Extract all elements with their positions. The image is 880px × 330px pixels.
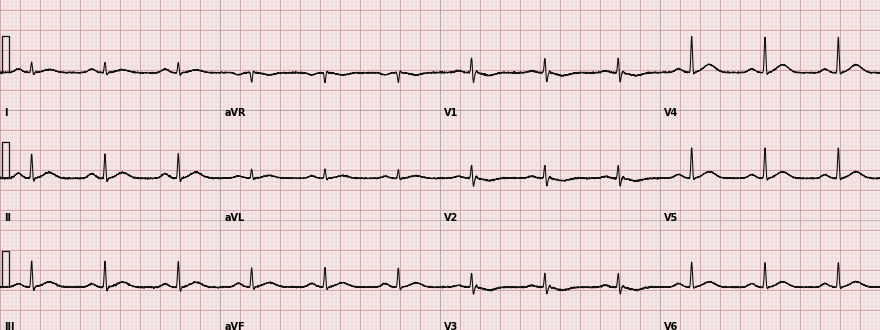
Text: V2: V2 xyxy=(444,213,458,223)
Text: aVF: aVF xyxy=(224,322,245,330)
Text: III: III xyxy=(4,322,15,330)
Text: V4: V4 xyxy=(664,108,678,117)
Text: V6: V6 xyxy=(664,322,678,330)
Text: V1: V1 xyxy=(444,108,458,117)
Text: II: II xyxy=(4,213,11,223)
Text: V5: V5 xyxy=(664,213,678,223)
Text: V3: V3 xyxy=(444,322,458,330)
Text: aVR: aVR xyxy=(224,108,246,117)
Text: aVL: aVL xyxy=(224,213,245,223)
Text: I: I xyxy=(4,108,8,117)
